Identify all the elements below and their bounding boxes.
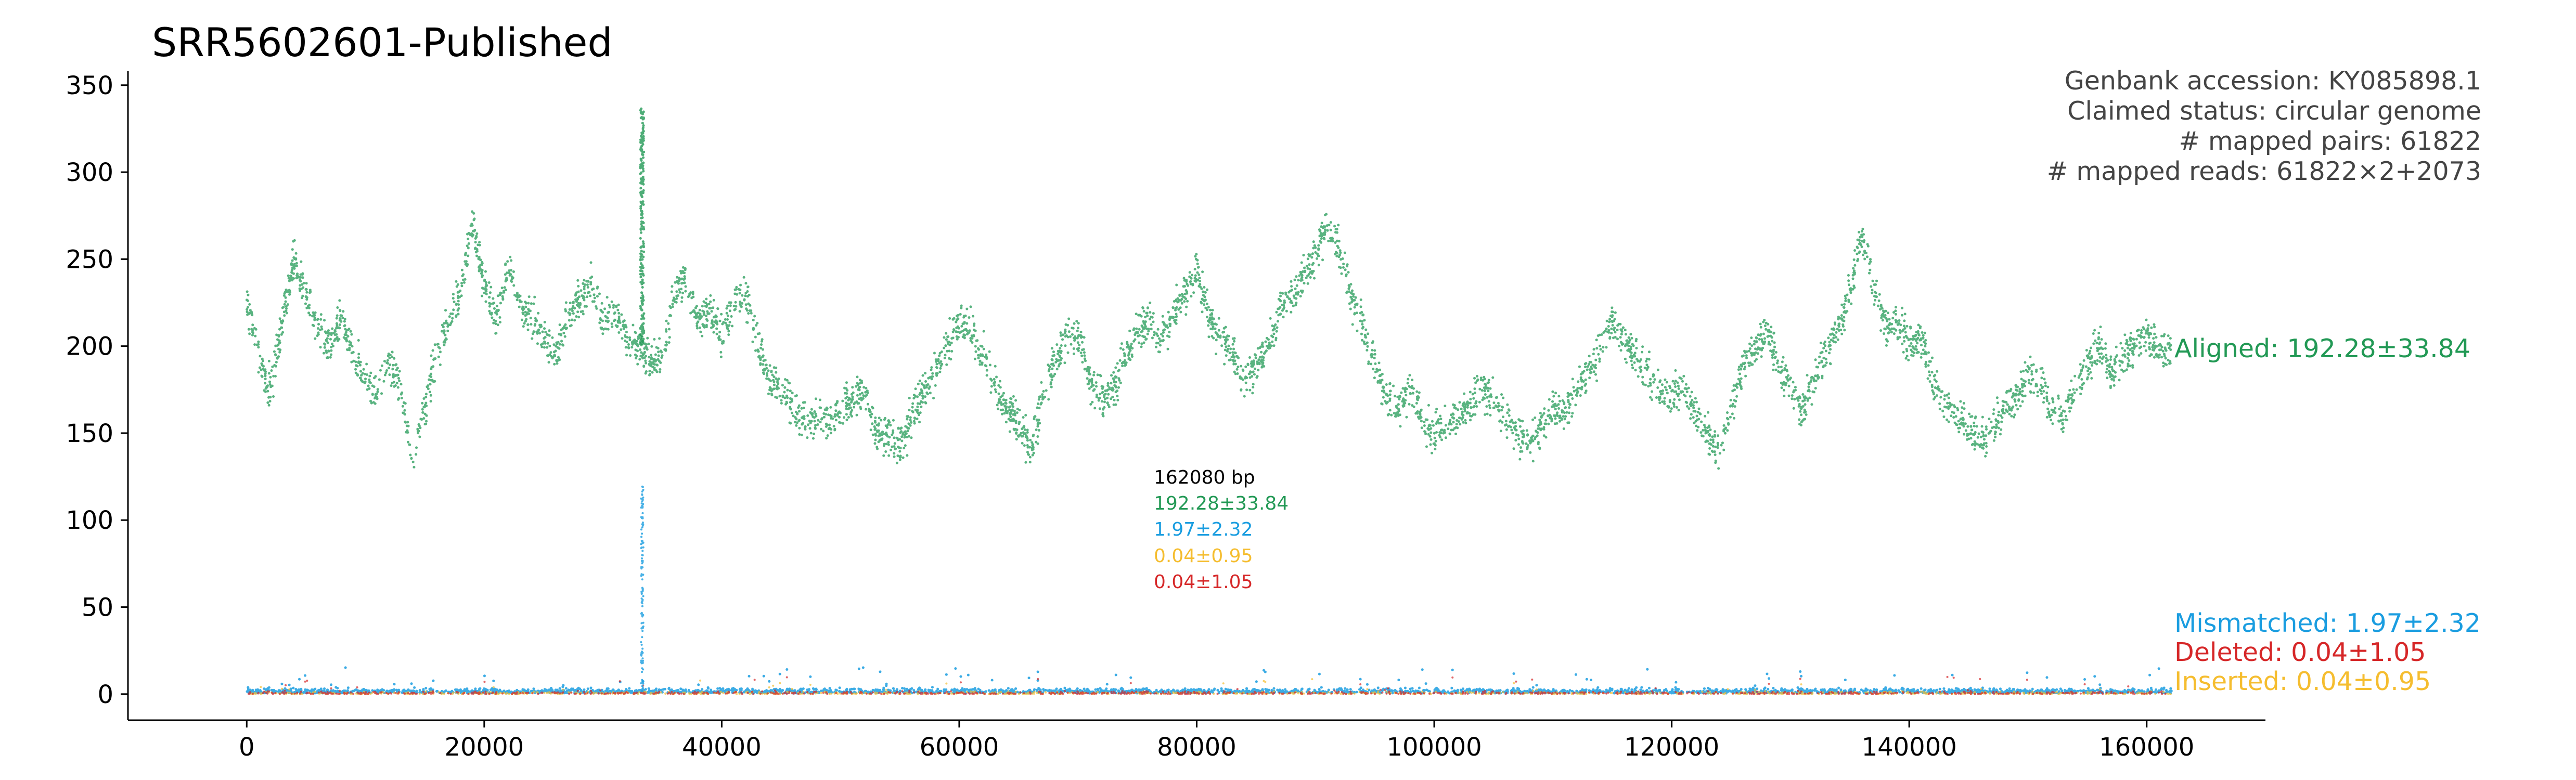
y-tick-label: 100 <box>66 506 113 535</box>
y-ticks-layer: 0 50 100 150 200 250 300 350 <box>66 71 128 709</box>
x-ticks-layer: 0 20000 40000 60000 80000 100000 120000 140000 1… <box>239 720 2194 762</box>
center-stat-inserted: 0.04±0.95 <box>1154 545 1253 567</box>
center-stat-deleted: 0.04±1.05 <box>1154 571 1253 593</box>
x-tick-label: 140000 <box>1862 733 1957 762</box>
x-tick-label: 120000 <box>1624 733 1719 762</box>
info-line-status: Claimed status: circular genome <box>2067 96 2481 126</box>
y-tick-label: 250 <box>66 245 113 274</box>
series-label-inserted: Inserted: 0.04±0.95 <box>2174 667 2431 696</box>
x-tick-label: 100000 <box>1386 733 1482 762</box>
y-tick-label: 0 <box>97 680 113 709</box>
series-labels: Aligned: 192.28±33.84 Mismatched: 1.97±2… <box>2174 334 2481 696</box>
x-tick-label: 80000 <box>1157 733 1237 762</box>
y-tick-label: 350 <box>66 71 113 100</box>
data-points-layer <box>245 107 2173 695</box>
chart-title: SRR5602601-Published <box>152 19 613 66</box>
y-tick-label: 300 <box>66 158 113 187</box>
y-tick-label: 50 <box>82 593 113 622</box>
deleted-points <box>247 675 2167 695</box>
x-tick-label: 40000 <box>682 733 762 762</box>
center-stat-length: 162080 bp <box>1154 467 1255 488</box>
series-label-deleted: Deleted: 0.04±1.05 <box>2174 638 2426 667</box>
center-stats: 162080 bp 192.28±33.84 1.97±2.32 0.04±0.… <box>1154 467 1289 593</box>
series-label-aligned: Aligned: 192.28±33.84 <box>2174 334 2470 363</box>
y-tick-label: 150 <box>66 419 113 448</box>
x-tick-label: 60000 <box>920 733 999 762</box>
x-tick-label: 160000 <box>2099 733 2194 762</box>
info-box: Genbank accession: KY085898.1 Claimed st… <box>2047 66 2481 186</box>
mismatched-peak-points <box>640 485 645 693</box>
info-line-accession: Genbank accession: KY085898.1 <box>2065 66 2481 96</box>
info-line-reads: # mapped reads: 61822×2+2073 <box>2047 157 2481 186</box>
series-label-mismatched: Mismatched: 1.97±2.32 <box>2174 608 2481 638</box>
y-tick-label: 200 <box>66 332 113 361</box>
center-stat-aligned: 192.28±33.84 <box>1154 493 1289 514</box>
mismatched-points <box>246 666 2173 695</box>
aligned-peak-points <box>639 107 646 345</box>
aligned-points <box>245 210 2172 470</box>
center-stat-mismatched: 1.97±2.32 <box>1154 519 1253 540</box>
x-tick-label: 20000 <box>444 733 524 762</box>
info-line-pairs: # mapped pairs: 61822 <box>2179 126 2481 156</box>
x-tick-label: 0 <box>239 733 255 762</box>
